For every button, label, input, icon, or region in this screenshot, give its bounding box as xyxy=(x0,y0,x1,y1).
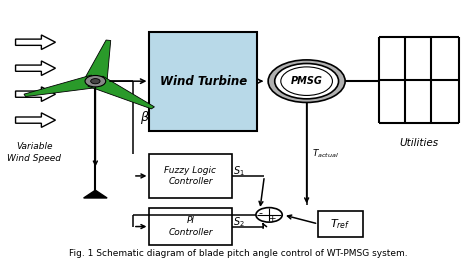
Text: PMSG: PMSG xyxy=(291,76,323,86)
Text: $\beta$: $\beta$ xyxy=(140,109,150,126)
Text: $T_{actual}$: $T_{actual}$ xyxy=(312,147,339,160)
Text: $S_2$: $S_2$ xyxy=(233,215,245,229)
Polygon shape xyxy=(16,113,55,127)
Circle shape xyxy=(256,207,282,222)
Text: $S_1$: $S_1$ xyxy=(233,164,245,178)
Polygon shape xyxy=(16,87,55,102)
Circle shape xyxy=(85,75,106,87)
Bar xyxy=(149,154,231,198)
Text: PI
Controller: PI Controller xyxy=(168,216,213,237)
Text: Fig. 1 Schematic diagram of blade pitch angle control of WT-PMSG system.: Fig. 1 Schematic diagram of blade pitch … xyxy=(69,249,408,258)
Polygon shape xyxy=(88,76,155,109)
Polygon shape xyxy=(16,61,55,75)
Text: -: - xyxy=(259,209,263,218)
Text: Utilities: Utilities xyxy=(400,139,439,149)
Circle shape xyxy=(275,63,338,99)
Text: $T_{ref}$: $T_{ref}$ xyxy=(330,217,351,231)
Polygon shape xyxy=(83,190,107,198)
Text: Fuzzy Logic
Controller: Fuzzy Logic Controller xyxy=(164,165,217,186)
Text: Variable
Wind Speed: Variable Wind Speed xyxy=(7,142,61,163)
Polygon shape xyxy=(24,75,100,97)
Polygon shape xyxy=(16,35,55,50)
Text: Wind Turbine: Wind Turbine xyxy=(160,75,247,88)
Polygon shape xyxy=(84,40,111,82)
Bar xyxy=(319,211,363,237)
Circle shape xyxy=(91,79,100,84)
Bar xyxy=(149,208,231,245)
Circle shape xyxy=(281,67,332,96)
Text: +: + xyxy=(268,214,275,223)
Circle shape xyxy=(268,60,345,103)
Bar xyxy=(149,32,257,130)
